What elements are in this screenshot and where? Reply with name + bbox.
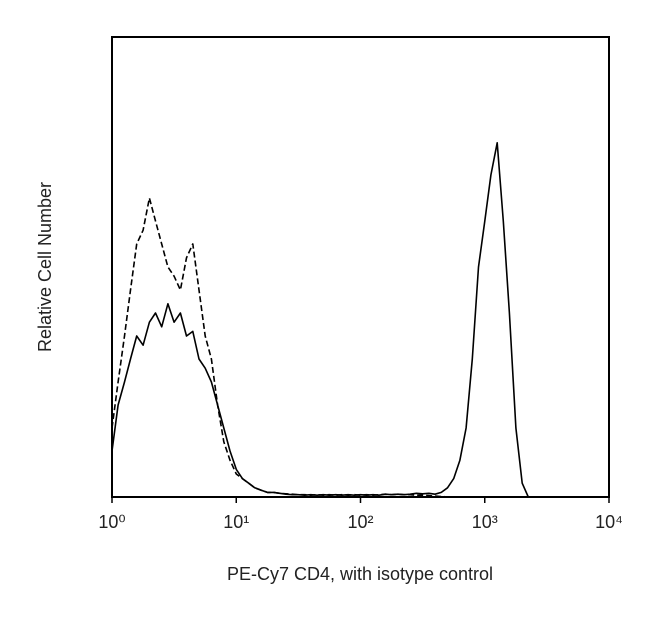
- x-tick-label: 10¹: [223, 512, 249, 532]
- solid-histogram: [111, 142, 535, 498]
- dashed-histogram: [111, 197, 535, 498]
- x-axis-label: PE-Cy7 CD4, with isotype control: [227, 564, 493, 584]
- x-tick-label: 10⁴: [595, 512, 623, 532]
- x-tick-label: 10⁰: [98, 512, 125, 532]
- x-tick-label: 10²: [347, 512, 373, 532]
- x-tick-label: 10³: [472, 512, 498, 532]
- plot-frame: [111, 36, 610, 498]
- y-axis-label: Relative Cell Number: [35, 182, 55, 352]
